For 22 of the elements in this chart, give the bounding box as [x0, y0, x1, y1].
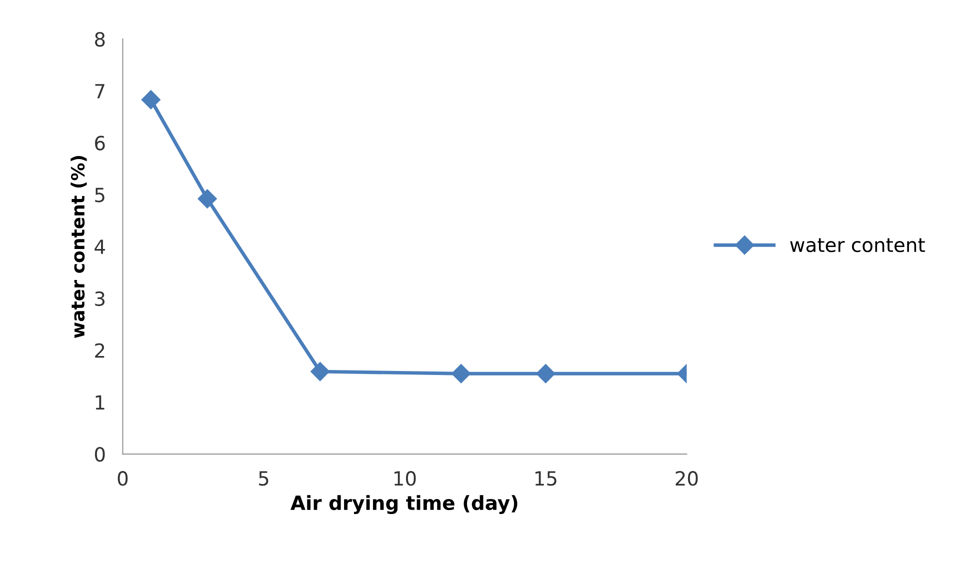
y-tick-label: 5	[95, 188, 104, 202]
point	[198, 189, 217, 208]
y-tick-label: 1	[96, 395, 104, 410]
y-tick-label: 6	[95, 136, 105, 150]
x-tick-label: 20	[676, 471, 698, 486]
point	[141, 90, 160, 110]
point	[310, 362, 330, 382]
x-tick-label: 5	[259, 471, 268, 486]
legend-label: water content	[790, 238, 925, 252]
y-tick-label: 7	[95, 84, 104, 98]
y-tick-label: 0	[94, 446, 105, 462]
point	[452, 364, 471, 384]
x-tick-label: 10	[394, 471, 416, 486]
x-tick-label: 0	[118, 471, 128, 486]
y-tick-label: 8	[95, 32, 105, 47]
y-tick-label: 2	[95, 343, 104, 358]
point	[536, 364, 556, 384]
y-tick-label: 3	[95, 291, 104, 306]
y-tick-label: 4	[94, 240, 105, 254]
x-axis-title: Air drying time (day)	[290, 495, 518, 514]
x-tick-label: 15	[535, 471, 556, 486]
y-axis-title: water content (%)	[70, 156, 87, 338]
